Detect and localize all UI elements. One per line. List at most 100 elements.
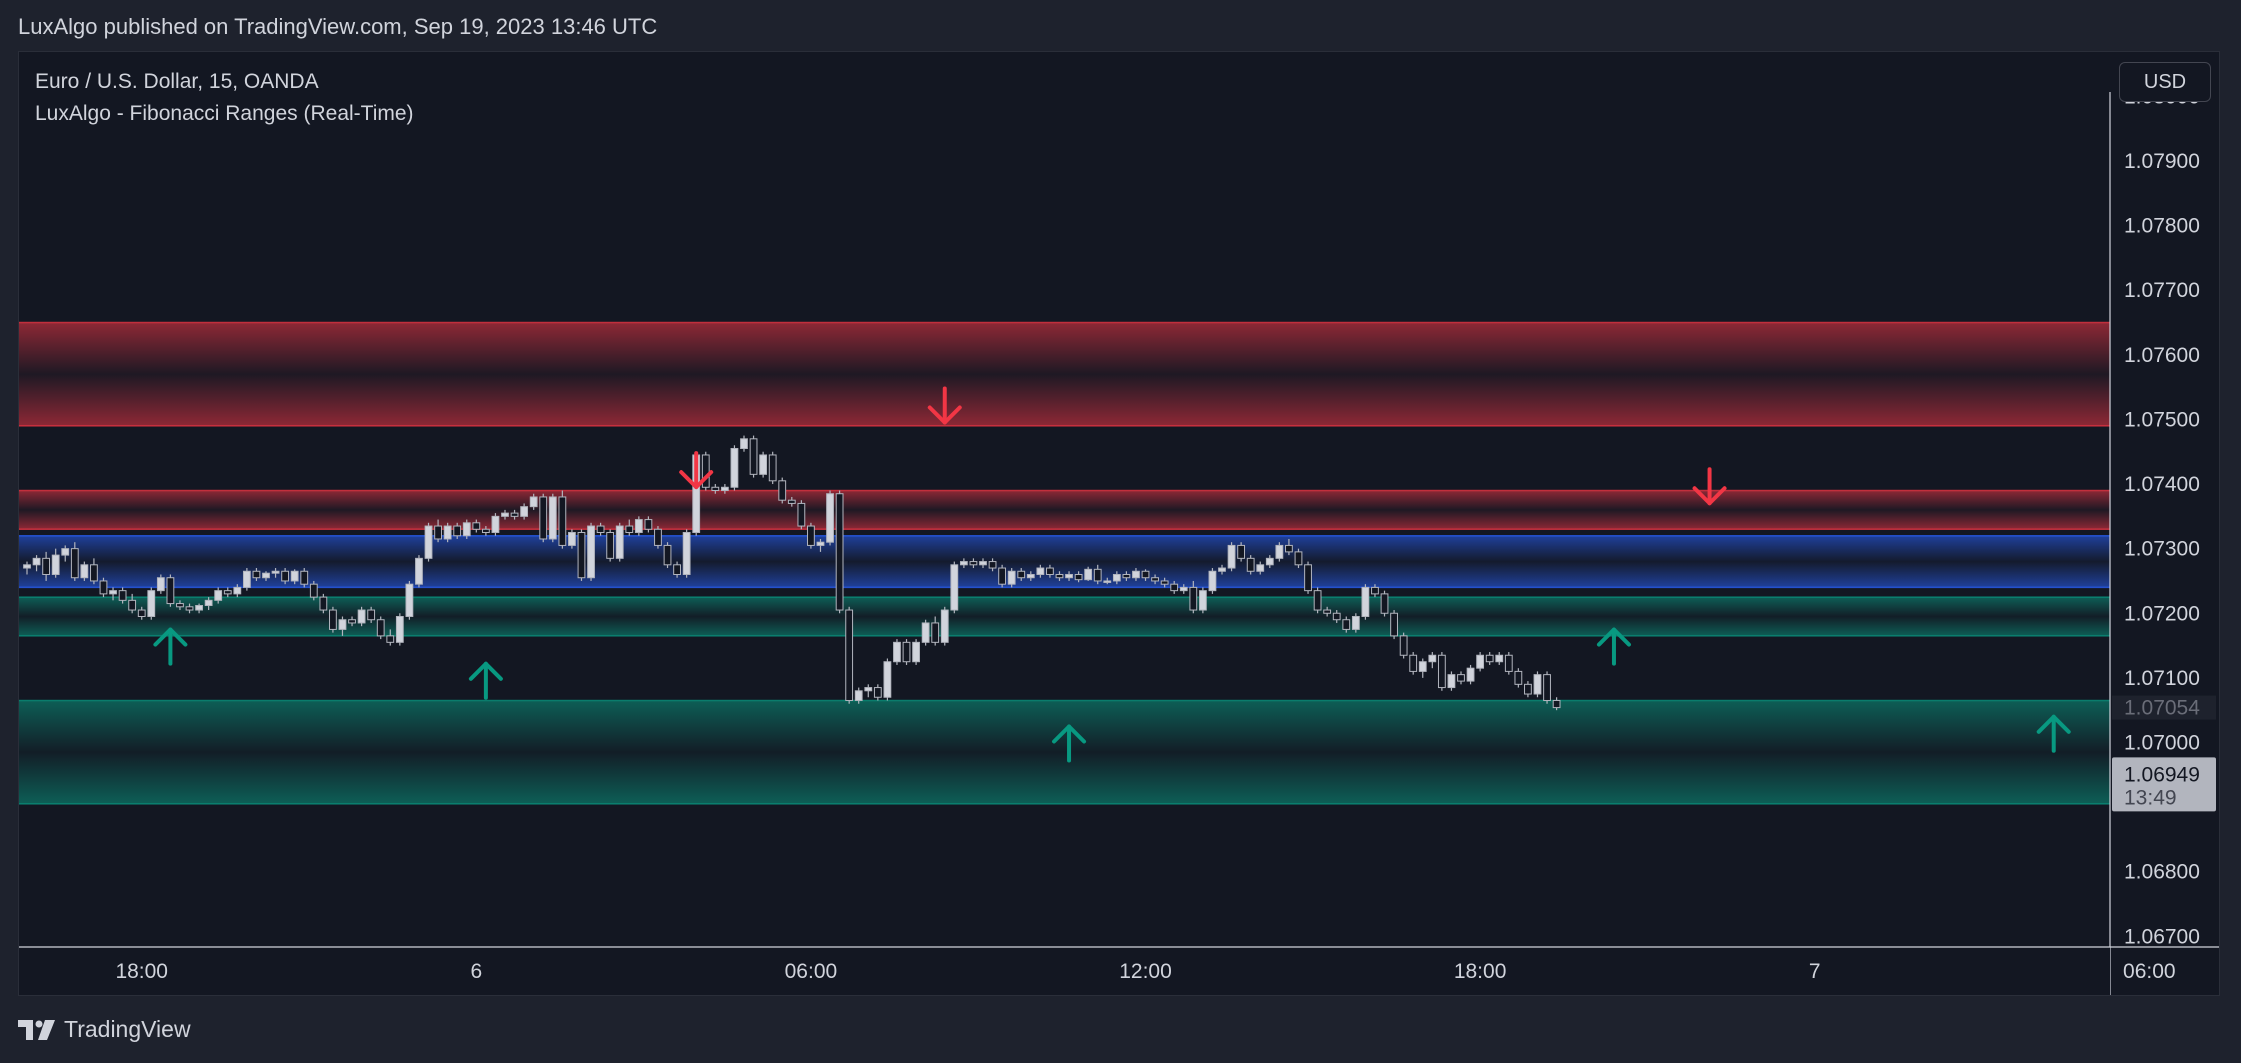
candle-76 [749, 435, 758, 478]
candle-119 [1160, 577, 1169, 588]
candle-134 [1304, 561, 1312, 594]
last-close-label-bg [2112, 695, 2216, 720]
candle-102 [998, 564, 1007, 588]
candle-15 [166, 574, 175, 607]
candle-21 [223, 587, 232, 598]
candle-64 [634, 516, 643, 536]
candle-17 [185, 603, 194, 614]
candle-127 [1237, 542, 1246, 562]
signal-arrow-up-icon [2036, 714, 2071, 753]
candle-90 [883, 658, 892, 701]
current-price-box [2112, 757, 2216, 812]
currency-button[interactable]: USD [2119, 62, 2211, 102]
candle-131 [1275, 542, 1284, 562]
candle-33 [338, 616, 347, 636]
price-chart[interactable]: 1.080001.079001.078001.077001.076001.075… [19, 52, 2219, 995]
candle-155 [1504, 652, 1513, 675]
price-tick-10: 1.07000 [2124, 731, 2200, 754]
candle-91 [893, 639, 901, 665]
candle-40 [405, 580, 414, 620]
candle-26 [271, 568, 280, 578]
symbol-title[interactable]: Euro / U.S. Dollar, 15, OANDA [35, 70, 319, 93]
candle-49 [491, 513, 500, 536]
candle-138 [1342, 616, 1351, 633]
candle-39 [395, 613, 404, 646]
candle-152 [1476, 652, 1485, 672]
tv-logo-icon [18, 1019, 55, 1040]
candle-47 [472, 519, 481, 533]
candle-5 [70, 542, 79, 581]
candle-73 [720, 484, 729, 494]
candle-145 [1409, 652, 1418, 675]
candle-61 [606, 529, 615, 562]
candle-13 [147, 587, 156, 620]
candle-160 [1552, 697, 1561, 711]
candle-109 [1065, 571, 1073, 581]
candle-118 [1151, 574, 1159, 585]
candle-126 [1227, 542, 1236, 572]
time-tick-3: 12:00 [1119, 960, 1172, 983]
candle-66 [654, 526, 662, 549]
last-close-label: 1.07054 [2124, 697, 2200, 720]
candle-7 [90, 558, 98, 585]
candle-105 [1026, 571, 1035, 581]
candle-133 [1294, 548, 1303, 569]
candle-141 [1371, 584, 1379, 598]
candle-110 [1074, 571, 1083, 583]
candle-20 [214, 587, 223, 604]
candle-10 [118, 587, 127, 604]
candle-84 [826, 490, 834, 546]
candle-50 [501, 509, 509, 520]
price-tick-1: 1.07900 [2124, 150, 2200, 173]
price-tick-4: 1.07600 [2124, 344, 2200, 367]
time-tick-6: 06:00 [2123, 960, 2176, 983]
candle-24 [252, 568, 261, 581]
candle-92 [902, 639, 911, 665]
candle-51 [510, 509, 519, 520]
chart-panel[interactable]: 1.080001.079001.078001.077001.076001.075… [18, 51, 2220, 996]
candle-154 [1495, 652, 1504, 665]
candle-149 [1447, 671, 1456, 691]
candle-158 [1533, 671, 1542, 698]
signal-arrow-down-icon [927, 386, 962, 425]
candle-69 [682, 529, 691, 578]
candle-80 [787, 496, 796, 507]
candle-111 [1084, 566, 1093, 581]
candle-130 [1265, 555, 1274, 569]
candle-107 [1046, 564, 1054, 578]
candle-108 [1055, 571, 1064, 581]
candle-123 [1198, 587, 1207, 614]
candle-153 [1485, 652, 1494, 665]
indicator-title[interactable]: LuxAlgo - Fibonacci Ranges (Real-Time) [35, 102, 414, 125]
candle-159 [1543, 671, 1551, 704]
candle-117 [1141, 569, 1150, 581]
candle-97 [950, 561, 959, 614]
price-tick-7: 1.07300 [2124, 538, 2200, 561]
candle-19 [204, 597, 213, 611]
candle-29 [300, 568, 309, 588]
candle-65 [644, 516, 653, 533]
tradingview-logo[interactable]: TradingView [18, 1016, 191, 1043]
candle-148 [1437, 652, 1446, 691]
candle-143 [1390, 610, 1398, 640]
axes: 1.080001.079001.078001.077001.076001.075… [19, 52, 2219, 995]
bar-countdown: 13:49 [2124, 786, 2177, 809]
price-tick-8: 1.07200 [2124, 602, 2200, 625]
candle-150 [1457, 671, 1465, 685]
candle-3 [51, 548, 60, 578]
candle-11 [128, 593, 137, 614]
candle-67 [663, 542, 672, 569]
candle-135 [1313, 587, 1322, 614]
candle-151 [1466, 664, 1475, 685]
candle-121 [1179, 584, 1188, 594]
candle-14 [156, 574, 165, 594]
candle-95 [931, 616, 940, 646]
candle-156 [1514, 668, 1523, 688]
zone-mid-2 [19, 535, 2110, 588]
zone-bear-1 [19, 490, 2110, 530]
price-axis-background [2110, 52, 2219, 995]
candle-114 [1112, 571, 1121, 585]
candle-35 [357, 606, 366, 627]
candle-106 [1036, 564, 1045, 578]
candle-112 [1093, 564, 1102, 585]
